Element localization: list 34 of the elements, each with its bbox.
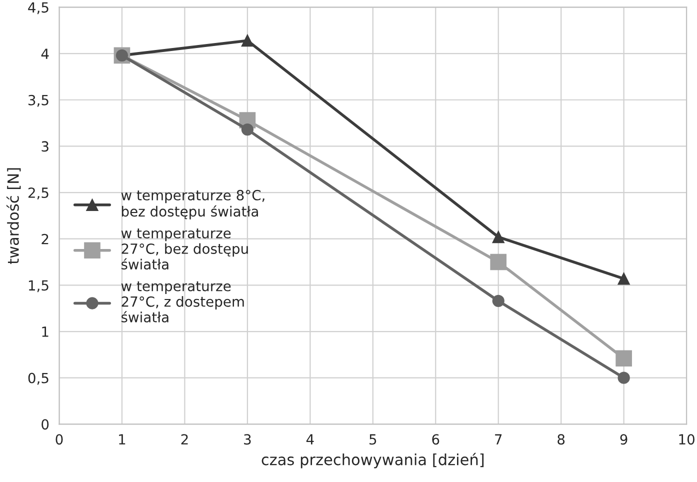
x-tick-label: 5	[370, 434, 376, 445]
point	[241, 34, 254, 47]
y-tick-label: 4	[41, 48, 49, 59]
x-tick-label: 9	[620, 434, 628, 445]
x-tick-label: 8	[558, 434, 565, 445]
legend-label: w temperaturze 27°C, bez dostępu światła	[121, 228, 248, 270]
x-tick-label: 0	[56, 434, 63, 445]
y-tick-label: 2,5	[28, 188, 48, 200]
point	[492, 294, 504, 308]
x-tick-label: 3	[244, 434, 251, 445]
x-tick-label: 4	[306, 434, 314, 444]
x-tick-label: 10	[679, 434, 694, 445]
y-tick-label: 0	[42, 419, 49, 430]
point	[616, 350, 632, 367]
y-tick-label: 3,5	[28, 94, 48, 107]
point	[241, 123, 254, 136]
point	[618, 372, 630, 384]
x-tick-label: 7	[495, 434, 502, 444]
y-tick-label: 1	[42, 326, 48, 337]
point	[492, 230, 504, 244]
y-tick-label: 0,5	[28, 372, 48, 385]
y-tick-label: 3	[42, 141, 48, 152]
point	[490, 254, 507, 270]
legend-label: w temperaturze 27°C, z dostepem światła	[121, 281, 244, 322]
y-tick-label: 1,5	[28, 280, 48, 292]
y-tick-label: 2	[42, 234, 48, 244]
x-tick-label: 2	[181, 434, 188, 444]
point	[618, 272, 630, 285]
x-tick-label: 6	[432, 434, 440, 445]
x-axis-title: czas przechowywania [dzień]	[262, 452, 484, 468]
y-axis-title: twardość [N]	[6, 168, 21, 264]
x-tick-label: 1	[119, 434, 126, 444]
legend-label: w temperaturze 8°C, bez dostępu światła	[121, 190, 264, 220]
y-tick-label: 4,5	[28, 2, 48, 14]
